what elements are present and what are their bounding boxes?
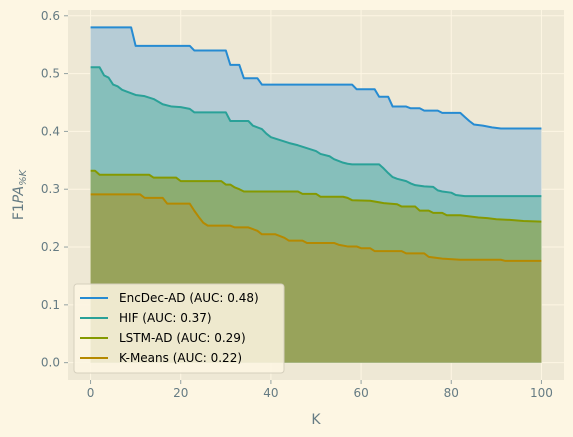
legend-entry-0: EncDec-AD (AUC: 0.48) — [119, 291, 259, 305]
y-tick-labels: 0.0 0.1 0.2 0.3 0.4 0.5 0.6 — [41, 9, 68, 370]
legend-entry-1: HIF (AUC: 0.37) — [119, 311, 212, 325]
y-tick-label: 0.1 — [41, 298, 60, 312]
x-tick-label: 60 — [353, 386, 368, 400]
x-tick-label: 40 — [263, 386, 278, 400]
y-tick-label: 0.0 — [41, 356, 60, 370]
y-tick-label: 0.4 — [41, 124, 60, 138]
y-axis-label: F1PA%K — [11, 168, 29, 220]
y-tick-label: 0.5 — [41, 67, 60, 81]
y-tick-label: 0.2 — [41, 240, 60, 254]
legend-entry-2: LSTM-AD (AUC: 0.29) — [119, 331, 246, 345]
y-tick-label: 0.3 — [41, 182, 60, 196]
x-tick-label: 100 — [530, 386, 553, 400]
y-tick-label: 0.6 — [41, 9, 60, 23]
x-tick-label: 80 — [444, 386, 459, 400]
x-tick-labels: 0 20 40 60 80 100 — [87, 380, 553, 400]
x-tick-label: 20 — [173, 386, 188, 400]
x-axis-label: K — [311, 412, 321, 428]
legend: EncDec-AD (AUC: 0.48) HIF (AUC: 0.37) LSTM… — [74, 284, 284, 373]
x-tick-label: 0 — [87, 386, 95, 400]
legend-entry-3: K-Means (AUC: 0.22) — [119, 351, 242, 365]
